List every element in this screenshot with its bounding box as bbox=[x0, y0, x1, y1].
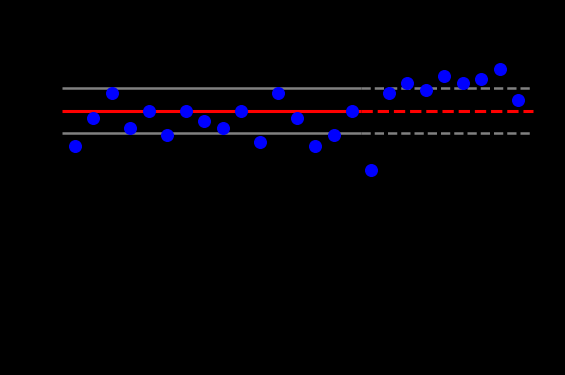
Point bbox=[107, 90, 116, 96]
Point bbox=[440, 72, 449, 78]
Point bbox=[403, 80, 412, 86]
Point bbox=[237, 108, 246, 114]
Point bbox=[144, 108, 153, 114]
Point bbox=[421, 87, 431, 93]
Point bbox=[347, 108, 357, 114]
Point bbox=[255, 139, 264, 145]
Point bbox=[477, 76, 486, 82]
Point bbox=[273, 90, 282, 96]
Point bbox=[292, 114, 301, 120]
Point bbox=[181, 108, 190, 114]
Point bbox=[218, 125, 227, 131]
Point bbox=[384, 90, 393, 96]
Point bbox=[71, 142, 80, 148]
Point bbox=[200, 118, 209, 124]
Point bbox=[366, 167, 375, 173]
Point bbox=[458, 80, 467, 86]
Point bbox=[163, 132, 172, 138]
Point bbox=[311, 142, 320, 148]
Point bbox=[514, 97, 523, 103]
Point bbox=[126, 125, 135, 131]
Point bbox=[329, 132, 338, 138]
Point bbox=[89, 114, 98, 120]
Point bbox=[496, 66, 505, 72]
